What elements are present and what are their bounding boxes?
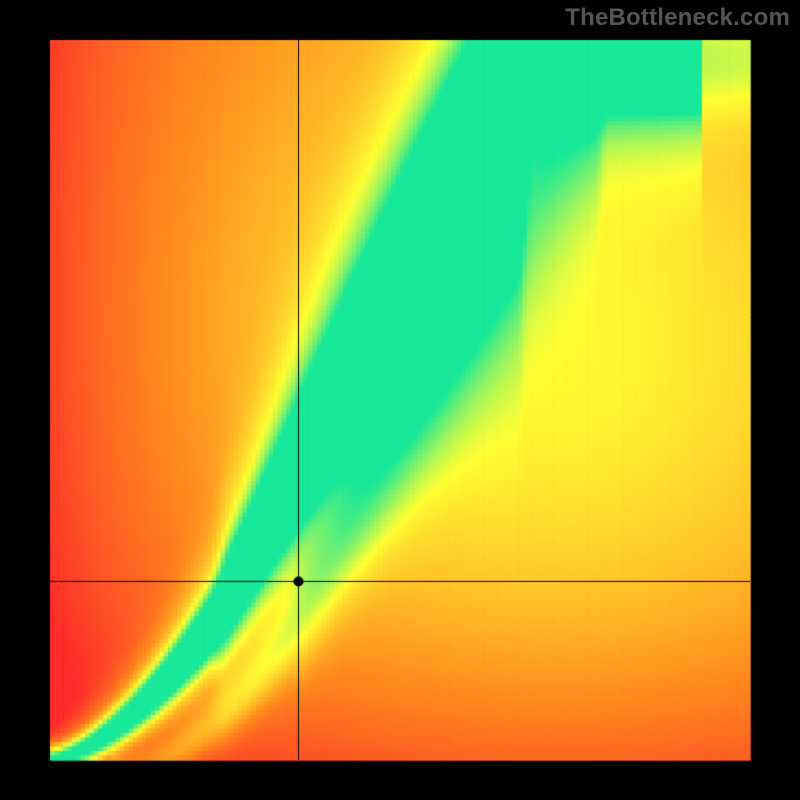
bottleneck-heatmap-canvas xyxy=(0,0,800,800)
chart-stage: TheBottleneck.com xyxy=(0,0,800,800)
watermark-text: TheBottleneck.com xyxy=(565,4,790,32)
